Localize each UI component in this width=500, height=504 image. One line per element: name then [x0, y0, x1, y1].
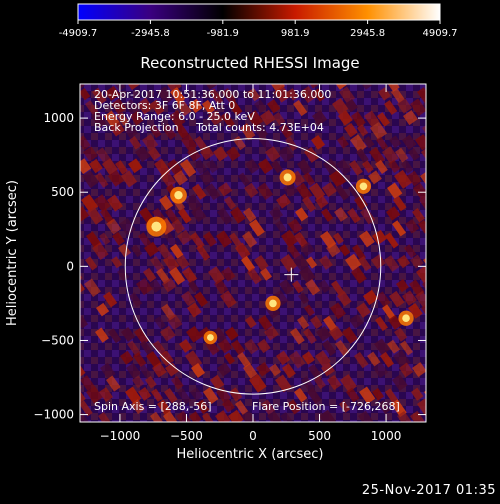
colorbar-tick-label: -981.9: [207, 28, 239, 39]
y-tick-label: −500: [41, 333, 74, 347]
y-axis-ticks: −1000 −500 0 500 1000: [33, 111, 426, 422]
bright-source-core: [151, 221, 162, 232]
bright-sources: [146, 169, 414, 345]
image-fringes: [80, 84, 426, 422]
colorbar-ticks: -4909.7 -2945.8 -981.9 981.9 2945.8 4909.7: [59, 20, 458, 39]
x-axis-label: Heliocentric X (arcsec): [177, 447, 324, 462]
bright-source-core: [283, 173, 292, 182]
plot-title: Reconstructed RHESSI Image: [140, 54, 359, 72]
info-line-time: 20-Apr-2017 10:51:36.000 to 11:01:36.000: [94, 88, 331, 101]
x-tick-label: 500: [308, 429, 331, 443]
info-annotation: 20-Apr-2017 10:51:36.000 to 11:01:36.000…: [94, 88, 331, 134]
bright-source-core: [174, 190, 183, 200]
flare-position-text: Flare Position = [-726,268]: [252, 400, 400, 413]
colorbar-tick-label: 4909.7: [423, 28, 458, 39]
y-tick-label: 500: [51, 185, 74, 199]
spin-axis-crosshair: [284, 267, 299, 282]
x-tick-label: −1000: [100, 429, 141, 443]
bright-source-core: [269, 299, 277, 308]
y-tick-label: 0: [66, 259, 74, 273]
colorbar-tick-label: 981.9: [281, 28, 310, 39]
bright-source-core: [359, 182, 368, 191]
y-axis-label: Heliocentric Y (arcsec): [5, 180, 20, 326]
x-tick-label: 1000: [371, 429, 402, 443]
info-line-detectors: Detectors: 3F 6F 8F, Att 0: [94, 99, 235, 112]
info-line-energy: Energy Range: 6.0 - 25.0 keV: [94, 110, 255, 123]
solar-limb-circle: [124, 138, 382, 395]
colorbar-tick-label: -2945.8: [131, 28, 170, 39]
image-area: [80, 84, 426, 422]
bright-source-core: [402, 314, 410, 323]
colorbar-tick-label: -4909.7: [59, 28, 98, 39]
colorbar-tick-label: 2945.8: [350, 28, 385, 39]
bright-source-core: [207, 334, 214, 341]
x-axis-ticks: −1000 −500 0 500 1000: [100, 84, 402, 443]
info-line-method: Back Projection Total counts: 4.73E+04: [94, 121, 324, 134]
colorbar-gradient: [77, 3, 441, 21]
x-tick-label: −500: [170, 429, 203, 443]
y-tick-label: −1000: [33, 408, 74, 422]
spin-axis-text: Spin Axis = [288,-56]: [94, 400, 212, 413]
x-tick-label: 0: [249, 429, 257, 443]
y-tick-label: 1000: [43, 111, 74, 125]
footer-timestamp: 25-Nov-2017 01:35: [361, 483, 496, 498]
colorbar: -4909.7 -2945.8 -981.9 981.9 2945.8 4909.7: [59, 3, 458, 39]
